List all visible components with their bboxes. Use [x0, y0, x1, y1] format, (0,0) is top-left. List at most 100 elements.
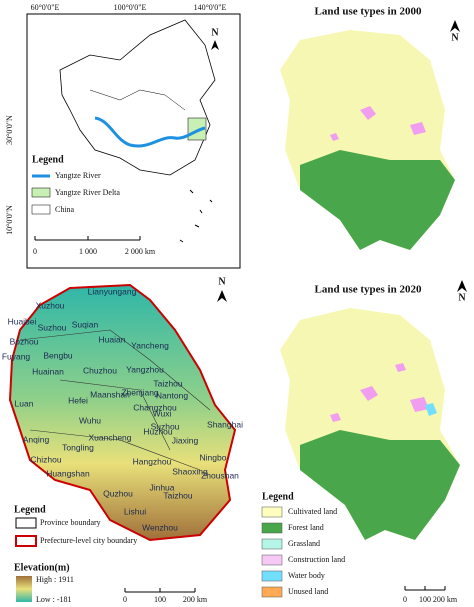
china-panel: N Legend — [26, 13, 241, 269]
scale-label: 200 km — [183, 595, 208, 604]
legend-swatch — [261, 586, 283, 598]
city-label: Anqing — [23, 434, 50, 444]
city-label: Chuzhou — [83, 365, 117, 375]
scale-label: 200 km — [433, 595, 458, 604]
scale-label: 2 000 km — [125, 247, 156, 256]
city-label: Huainan — [32, 366, 64, 376]
lat-label: 30°0'0"N — [5, 115, 14, 145]
elevation-low: Low : -181 — [36, 595, 72, 604]
legend-label: Water body — [288, 571, 325, 580]
city-label: Nantong — [156, 390, 188, 400]
north-arrow — [457, 280, 467, 292]
city-label: Hangzhou — [133, 456, 172, 466]
north-label: N — [218, 276, 226, 287]
city-label: Suzhou — [38, 322, 67, 332]
city-label: Lishui — [124, 506, 146, 516]
landuse-2020-panel: N Land use types in 2020 Legend — [262, 280, 467, 591]
city-label: Xuancheng — [88, 432, 131, 442]
scale-bar — [34, 236, 141, 241]
city-label: Changzhou — [133, 402, 177, 412]
elevation-high: High : 1911 — [36, 575, 74, 584]
lon-label: 140°0'0"E — [194, 3, 227, 12]
north-arrow — [450, 20, 460, 32]
map-title: Land use types in 2000 — [315, 6, 422, 18]
city-label: Wuhu — [79, 415, 101, 425]
legend-title: Legend — [14, 504, 46, 515]
scale-label: 0 — [123, 595, 127, 604]
scale-label: 0 — [33, 247, 37, 256]
city-label: Yangzhou — [126, 364, 164, 374]
legend-label: Prefecture-level city boundary — [40, 536, 137, 545]
legend-title: Legend — [262, 491, 294, 502]
legend-city — [15, 535, 37, 547]
lon-label: 100°0'0"E — [114, 3, 147, 12]
city-label: Zhoushan — [201, 470, 239, 480]
city-label: Fuyang — [2, 351, 31, 361]
legend-swatch — [261, 554, 283, 566]
city-label: Huaibei — [8, 316, 37, 326]
city-label: Quzhou — [103, 488, 133, 498]
city-label: Ningbo — [200, 452, 227, 462]
scale-label: 0 — [403, 595, 407, 604]
yangtze-river — [94, 116, 206, 148]
city-label: Luan — [15, 398, 34, 408]
city-label: Huzhou — [143, 426, 173, 436]
city-label: Wenzhou — [142, 522, 178, 532]
legend-label: Unused land — [288, 587, 328, 596]
elevation-bar — [16, 576, 32, 602]
legend-label: Yangtze River Delta — [55, 188, 120, 197]
city-label: Hefei — [68, 395, 88, 405]
north-arrow — [211, 40, 219, 50]
city-label: Shaoxing — [172, 466, 208, 476]
city-label: Taizhou — [163, 490, 193, 500]
city-label: Yancheng — [131, 340, 169, 350]
legend-label: Cultivated land — [288, 507, 337, 516]
city-label: Huangshan — [46, 468, 90, 478]
elevation-title: Elevation(m) — [14, 562, 70, 573]
landuse-2000-panel: N Land use types in 2000 — [280, 6, 460, 250]
legend-label: China — [55, 205, 75, 214]
legend-province — [15, 517, 37, 529]
city-label: Lianyungang — [88, 286, 137, 296]
city-label: Suqian — [72, 319, 99, 329]
north-label: N — [458, 292, 466, 303]
north-label: N — [211, 27, 219, 38]
legend-label: Province boundary — [40, 518, 101, 527]
legend-china — [31, 204, 51, 215]
scale-label: 1 000 — [79, 247, 97, 256]
legend-title: Legend — [32, 154, 64, 165]
china-outline — [59, 19, 216, 176]
legend-label: Forest land — [288, 523, 324, 532]
north-arrow — [217, 290, 227, 302]
city-label: Bozhou — [10, 336, 39, 346]
city-label: Maanshan — [90, 389, 130, 399]
city-label: Bengbu — [43, 350, 73, 360]
lat-label: 10°0'0"N — [5, 205, 14, 235]
scale-bar — [404, 586, 446, 591]
legend-label: Grassland — [288, 539, 320, 548]
legend-label: Yangtze River — [55, 171, 101, 180]
north-label: N — [451, 32, 459, 43]
elevation-region — [8, 283, 237, 542]
city-label: Huaian — [99, 334, 126, 344]
legend-swatch — [261, 570, 283, 582]
legend-swatch — [261, 506, 283, 518]
city-label: Taizhou — [153, 378, 183, 388]
city-label: Zhenjiang — [121, 387, 159, 397]
city-label: Suzhou — [151, 421, 180, 431]
scale-bar — [124, 588, 196, 593]
legend-delta — [31, 187, 51, 198]
city-label: Wuxi — [153, 408, 172, 418]
map-frame — [26, 13, 241, 269]
city-label: Shanghai — [207, 419, 243, 429]
city-label: Jinhua — [149, 482, 174, 492]
forest-area — [300, 150, 455, 250]
boundaries — [19, 329, 211, 471]
city-label: Xuzhou — [36, 300, 65, 310]
scale-label: 100 — [154, 595, 166, 604]
legend-label: Construction land — [288, 555, 345, 564]
city-label: Jiaxing — [172, 435, 199, 445]
legend-swatch — [261, 522, 283, 534]
map-title: Land use types in 2020 — [315, 284, 422, 296]
